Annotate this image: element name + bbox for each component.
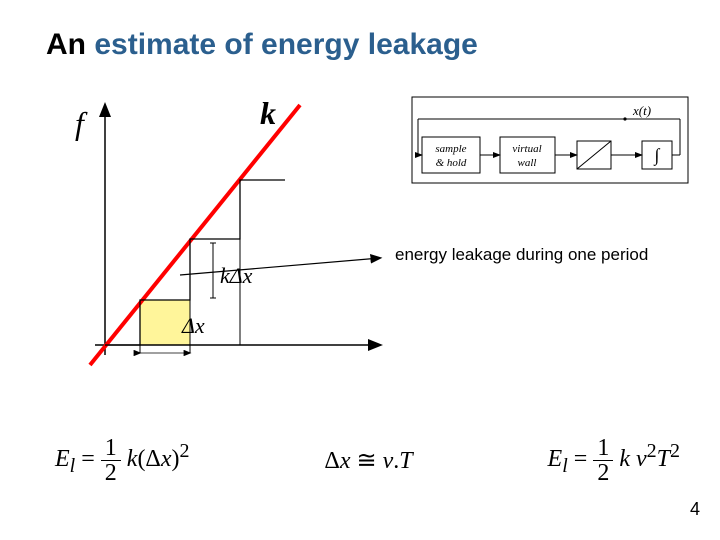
equation-el-dx: El = 12 k(Δx)2: [55, 436, 190, 485]
leakage-caption: energy leakage during one period: [395, 245, 648, 265]
equation-el-vt: El = 12 k v2T2: [548, 436, 680, 485]
svg-text:sample: sample: [435, 143, 466, 155]
label-kdx: kΔx: [220, 263, 252, 289]
block-diagram: sample & hold virtual wall ∫ x(t): [410, 95, 690, 185]
svg-text:& hold: & hold: [436, 157, 467, 169]
equation-dx-vt: Δx ≅ v.T: [324, 446, 412, 475]
svg-text:virtual: virtual: [512, 143, 541, 155]
label-dx: Δx: [182, 313, 205, 339]
svg-text:∫: ∫: [654, 145, 661, 166]
leakage-pointer: [180, 258, 380, 275]
leakage-graph: [60, 95, 390, 375]
equations-row: El = 12 k(Δx)2 Δx ≅ v.T El = 12 k v2T2: [55, 436, 680, 485]
svg-text:x(t): x(t): [632, 103, 651, 118]
svg-text:wall: wall: [518, 157, 537, 169]
page-number: 4: [690, 499, 700, 520]
title-prefix: An: [46, 28, 94, 61]
title-main: estimate of energy leakage: [94, 28, 478, 61]
slope-label-k: k: [260, 95, 276, 132]
slide-title: An estimate of energy leakage: [46, 28, 478, 62]
axis-label-f: f: [75, 105, 84, 142]
